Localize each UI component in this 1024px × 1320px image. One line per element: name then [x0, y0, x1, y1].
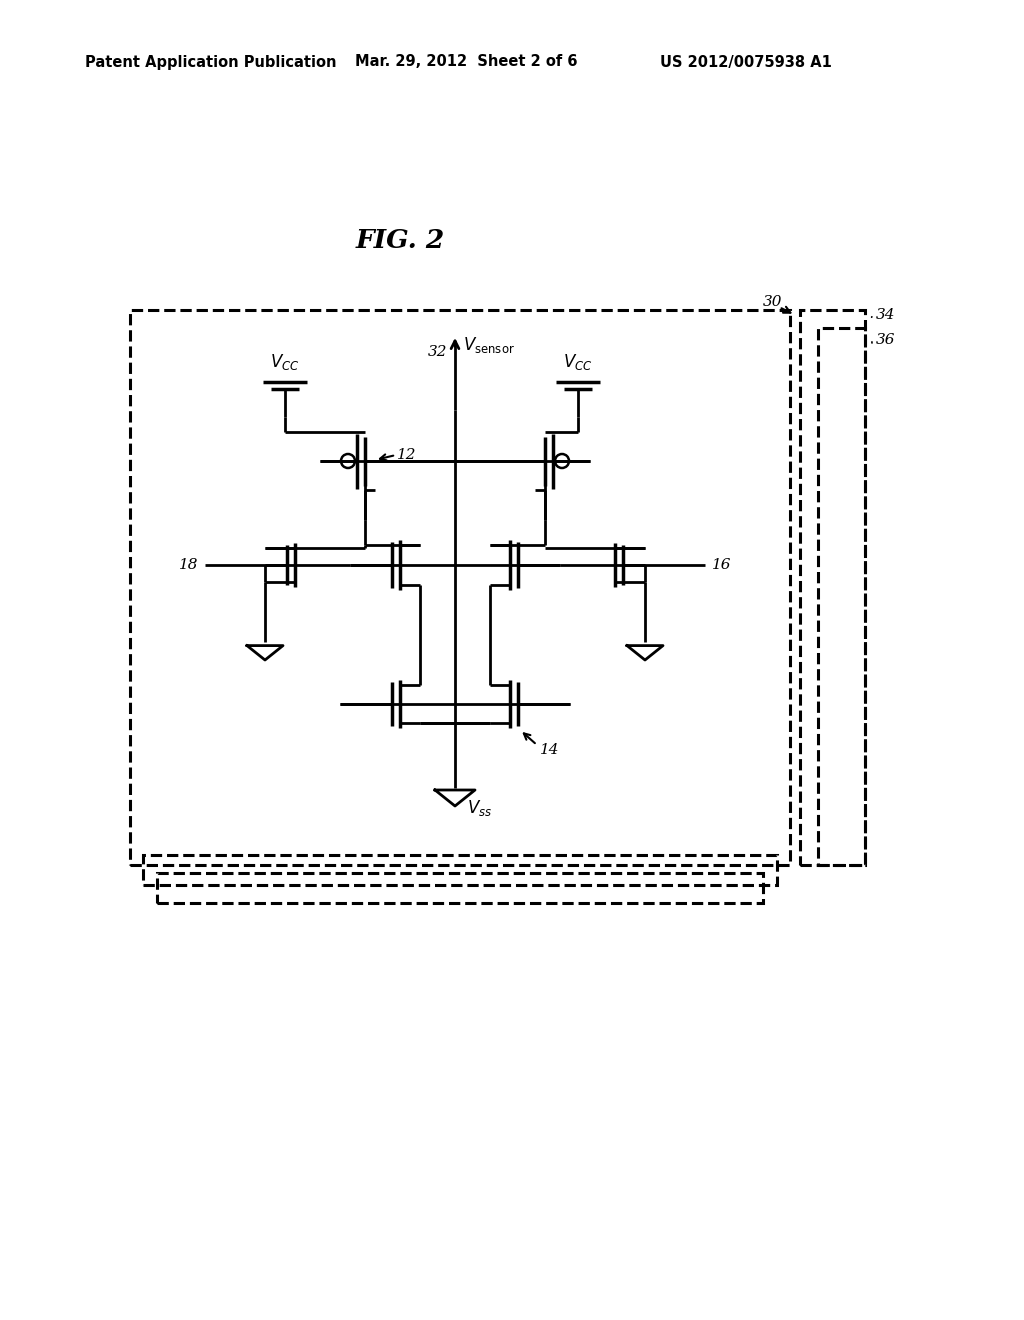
Text: 14: 14 — [540, 743, 559, 756]
Bar — [143, 855, 777, 884]
Text: $V_{CC}$: $V_{CC}$ — [270, 352, 300, 372]
Text: 32: 32 — [427, 345, 447, 359]
Text: 36: 36 — [876, 333, 896, 347]
Text: $V_\mathrm{sensor}$: $V_\mathrm{sensor}$ — [463, 335, 515, 355]
Text: Patent Application Publication: Patent Application Publication — [85, 54, 337, 70]
Text: 34: 34 — [876, 308, 896, 322]
Text: 12: 12 — [397, 447, 417, 462]
Text: 16: 16 — [712, 558, 731, 572]
Bar — [157, 873, 763, 903]
Bar — [800, 310, 865, 865]
Text: $V_{ss}$: $V_{ss}$ — [467, 799, 493, 818]
Text: 18: 18 — [178, 558, 198, 572]
Bar — [130, 310, 790, 865]
Text: US 2012/0075938 A1: US 2012/0075938 A1 — [660, 54, 831, 70]
Text: $V_{CC}$: $V_{CC}$ — [563, 352, 593, 372]
Text: FIG. 2: FIG. 2 — [355, 227, 444, 252]
Text: 30: 30 — [763, 294, 782, 309]
Bar — [818, 327, 865, 865]
Text: Mar. 29, 2012  Sheet 2 of 6: Mar. 29, 2012 Sheet 2 of 6 — [355, 54, 578, 70]
